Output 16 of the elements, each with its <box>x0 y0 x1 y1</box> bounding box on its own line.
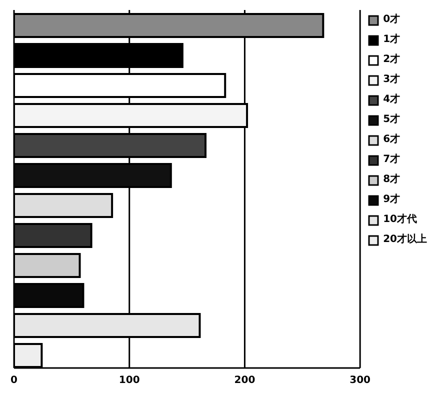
legend-label: 9才 <box>383 192 400 207</box>
x-tick-label: 200 <box>234 375 256 386</box>
legend-label: 10才代 <box>383 212 417 227</box>
x-tick-label: 300 <box>350 375 371 386</box>
legend-label: 4才 <box>383 92 400 107</box>
legend-label: 8才 <box>383 172 400 187</box>
legend-label: 3才 <box>383 72 400 87</box>
legend-label: 6才 <box>383 132 400 147</box>
legend-label: 2才 <box>383 52 400 67</box>
x-tick-label: 100 <box>118 375 140 386</box>
legend-label: 7才 <box>383 152 400 167</box>
legend-label: 0才 <box>383 12 400 27</box>
legend-label: 20才以上 <box>383 232 427 247</box>
x-tick-label: 0 <box>10 375 18 386</box>
legend-label: 5才 <box>383 112 400 127</box>
legend-label: 1才 <box>383 32 400 47</box>
